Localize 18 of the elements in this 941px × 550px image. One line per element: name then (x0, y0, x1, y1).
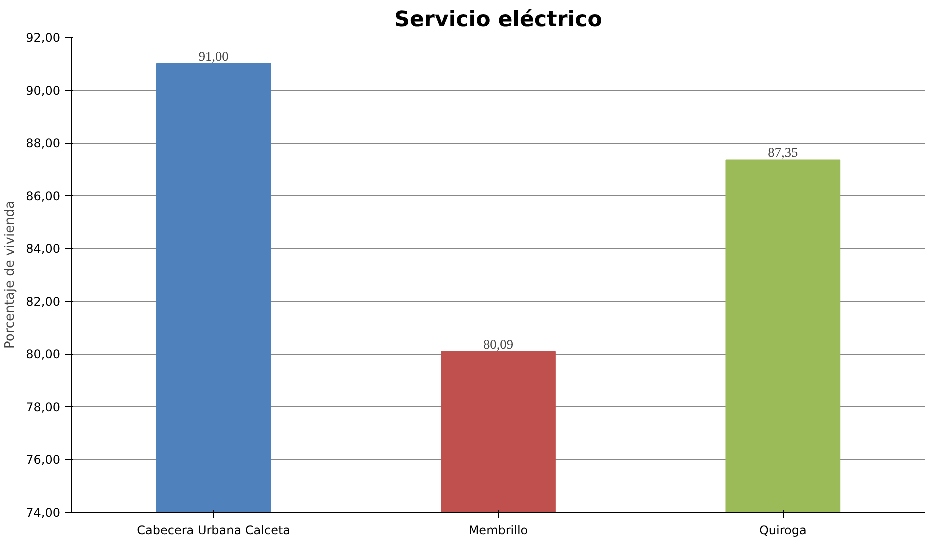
y-tick-label: 84,00 (26, 242, 61, 256)
x-tick-label: Cabecera Urbana Calceta (137, 524, 291, 538)
y-tick-label: 86,00 (26, 189, 61, 204)
y-tick-label: 90,00 (26, 84, 61, 98)
y-tick-label: 78,00 (26, 400, 61, 414)
y-tick-label: 74,00 (26, 506, 61, 520)
x-tick-label: Quiroga (759, 524, 807, 538)
y-axis-title: Porcentaje de vivienda (3, 200, 18, 350)
y-tick-label: 92,00 (26, 31, 61, 45)
y-tick-label: 76,00 (26, 453, 61, 468)
data-label: 80,09 (484, 336, 514, 352)
y-tick-label: 80,00 (26, 348, 61, 362)
data-label: 87,35 (768, 145, 798, 160)
chart-title: Servicio eléctrico (394, 8, 602, 32)
y-tick-label: 82,00 (26, 294, 61, 309)
data-label: 91,00 (198, 48, 230, 64)
y-tick-label: 88,00 (26, 136, 61, 151)
x-tick-label: Membrillo (468, 524, 528, 538)
